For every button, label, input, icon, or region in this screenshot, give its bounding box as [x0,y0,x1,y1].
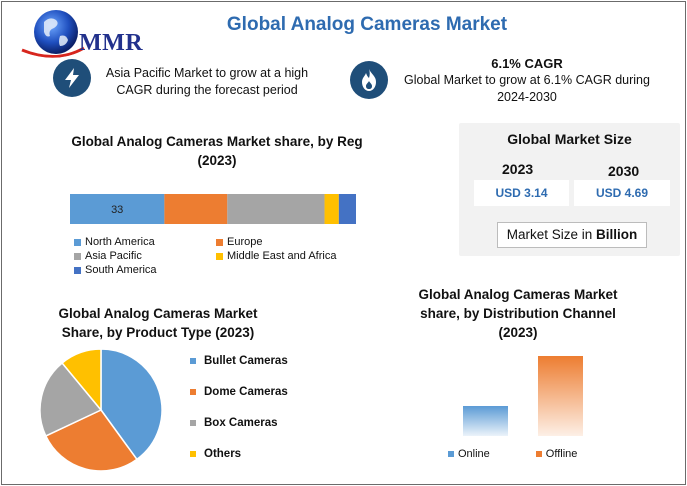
legend-swatch [190,451,196,457]
legend-swatch [190,420,196,426]
highlight-cagr: 6.1% CAGR Global Market to grow at 6.1% … [402,55,652,106]
region-legend: North America Europe Asia Pacific Middle Ea… [74,236,374,276]
legend-swatch [74,266,81,274]
product-chart-title: Global Analog Cameras Market Share, by P… [38,304,278,342]
pie-slice-box-cameras [39,361,103,437]
bar-segment-europe [164,194,228,224]
lightning-icon [53,59,91,97]
logo-text: MMR [79,30,144,56]
legend-item-north-america: North America [74,236,216,248]
mmr-logo: MMR [16,6,156,62]
highlight-line: 2024-2030 [497,90,557,104]
region-chart-title: Global Analog Cameras Market share, by R… [62,132,372,170]
pie-slice-dome-cameras [44,409,138,472]
bar-segment-asia-pacific [227,194,325,224]
year-2030: 2030 [608,163,640,179]
year-2023: 2023 [502,161,534,177]
highlight-asia-pacific: Asia Pacific Market to grow at a high CA… [102,65,312,99]
globe-icon [21,10,85,60]
flame-icon [350,61,388,99]
legend-label: Dome Cameras [204,386,288,398]
chart-title-line: Global Analog Cameras Market [58,306,258,321]
page-title: Global Analog Cameras Market [226,14,508,35]
legend-label: Europe [227,236,263,248]
legend-label: Asia Pacific [85,250,142,262]
legend-swatch [74,252,81,260]
highlight-line: CAGR during the forecast period [116,83,298,97]
legend-item-europe: Europe [216,236,366,248]
legend-item-online: Online [448,448,490,460]
legend-swatch [190,389,196,395]
market-size-card: Global Market Size 2023 2030 USD 3.14 US… [459,123,680,256]
chart-title-line: Global Analog Cameras Market share, by R… [71,134,363,149]
legend-label: Middle East and Africa [227,250,337,262]
chart-title-line: (2023) [197,153,237,168]
legend-swatch [448,451,454,457]
legend-label: Bullet Cameras [204,355,288,367]
data-label: 33 [111,204,123,216]
cagr-heading: 6.1% CAGR [491,56,563,71]
value-2030: USD 4.69 [574,180,670,206]
legend-swatch [535,451,542,457]
channel-bar-chart [463,356,583,436]
highlight-line: Asia Pacific Market to grow at a high [105,66,309,80]
highlight-line: Global Market to grow at 6.1% CAGR durin… [404,73,650,87]
chart-title-line: Share, by Product Type (2023) [61,325,255,340]
legend-label: Others [204,448,242,460]
bar-segment-north-america [70,194,165,224]
card-heading: Global Market Size [507,131,632,147]
chart-title-line: Global Analog Cameras Market [418,287,618,302]
product-pie-chart [39,348,163,472]
bar-segment-middle-east-and-africa [324,194,339,224]
legend-label: Offline [545,448,578,460]
product-legend: Bullet Cameras Dome Cameras Box Cameras Oth… [190,355,310,460]
legend-item-offline: Offline [535,448,578,460]
legend-item-south-america: South America [74,264,216,276]
pie-slice-others [61,348,102,413]
legend-item-dome-cameras: Dome Cameras [190,386,310,398]
legend-item-middle-east-and-africa: Middle East and Africa [216,250,366,262]
legend-swatch [216,238,223,246]
market-size-unit: Market Size in Billion [497,222,647,248]
value-2023: USD 3.14 [474,180,569,206]
bar-segment-south-america [338,194,356,224]
legend-swatch [74,238,81,246]
pie-slice-bullet-cameras [100,348,163,461]
chart-title-line: (2023) [498,325,538,340]
legend-label: Online [458,448,490,460]
legend-label: South America [85,264,157,276]
legend-label: Box Cameras [204,417,278,429]
bar-online [463,406,508,436]
unit-prefix: Market Size in [506,227,597,242]
legend-item-asia-pacific: Asia Pacific [74,250,216,262]
channel-legend: Online Offline [448,448,618,460]
chart-title-line: share, by Distribution Channel [420,306,616,321]
bar-offline [538,356,583,436]
legend-swatch [216,252,223,260]
channel-chart-title: Global Analog Cameras Market share, by D… [402,285,634,342]
unit-bold: Billion [596,227,638,242]
region-stacked-bar-chart: 33 [70,194,356,224]
legend-swatch [190,358,196,364]
legend-label: North America [85,236,155,248]
legend-item-others: Others [190,448,310,460]
legend-item-bullet-cameras: Bullet Cameras [190,355,310,367]
legend-item-box-cameras: Box Cameras [190,417,310,429]
